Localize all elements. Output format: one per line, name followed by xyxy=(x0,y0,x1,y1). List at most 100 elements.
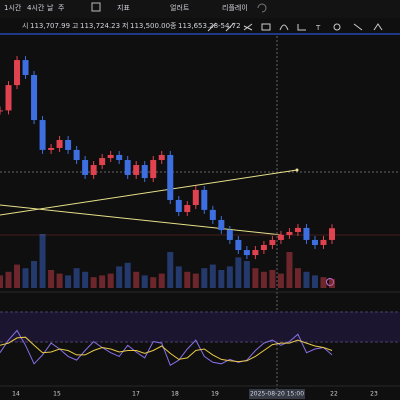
candle-body xyxy=(14,60,21,86)
tool-icon[interactable] xyxy=(373,23,383,31)
volume-bar xyxy=(243,261,250,288)
candle-body xyxy=(133,165,140,175)
candle-body xyxy=(56,140,63,148)
event-icon[interactable] xyxy=(326,278,334,286)
rsi-line xyxy=(0,329,333,367)
candle-body xyxy=(116,154,123,160)
candle-body xyxy=(107,154,114,159)
volume-bar xyxy=(65,275,72,288)
interval[interactable]: 1시간 xyxy=(4,3,22,12)
trend-line[interactable] xyxy=(0,169,298,216)
interval[interactable]: 날 xyxy=(47,3,54,12)
candle-body xyxy=(0,110,3,112)
candle-body xyxy=(73,149,80,160)
candle-body xyxy=(320,239,327,245)
volume-bar xyxy=(192,273,199,288)
tool-icon[interactable] xyxy=(297,24,306,31)
candle-body xyxy=(158,154,165,160)
candle-body xyxy=(269,239,276,245)
x-tick-label: 23 xyxy=(370,391,378,398)
candle-body xyxy=(167,154,174,200)
rsi-line xyxy=(0,336,333,363)
ohlc-value: 113,500.00 xyxy=(130,22,170,30)
rsi-band xyxy=(0,312,400,342)
candle-body xyxy=(277,234,284,240)
ohlc-value: 113,707.99 xyxy=(30,22,70,30)
tool-icon[interactable] xyxy=(279,24,289,31)
drawing-tools: T xyxy=(207,22,383,32)
volume-bar xyxy=(150,277,157,288)
indicators-button[interactable]: 지표 xyxy=(117,3,130,12)
candle-body xyxy=(31,75,38,121)
candle-body xyxy=(260,244,267,251)
volume-bar xyxy=(311,275,318,288)
ohlc-value: 113,724.23 xyxy=(80,22,120,30)
crosshair-label-bg xyxy=(249,389,305,399)
volume-bar xyxy=(0,275,3,288)
volume-bar xyxy=(269,270,276,288)
x-tick-label: 18 xyxy=(171,391,179,398)
candle-body xyxy=(82,160,89,175)
volume-bar xyxy=(201,268,208,288)
undo-icon[interactable] xyxy=(257,3,267,13)
candle-body xyxy=(99,158,106,166)
volume-bar xyxy=(5,271,12,288)
candle-body xyxy=(192,189,199,206)
tool-icon[interactable] xyxy=(333,23,341,31)
tool-icon[interactable] xyxy=(225,22,235,32)
volume-bar xyxy=(116,266,123,288)
candle-body xyxy=(150,160,157,179)
volume-bar xyxy=(90,277,97,288)
candle-body xyxy=(48,147,55,150)
candle-body xyxy=(39,120,46,150)
candle-body xyxy=(209,209,216,220)
interval[interactable]: 주 xyxy=(58,4,65,12)
volume-bar xyxy=(141,275,148,288)
volume-bar xyxy=(56,273,63,288)
candle-body xyxy=(218,219,225,231)
candle-body xyxy=(329,228,335,240)
ohlc-label: 저 xyxy=(122,21,128,30)
volume-bar xyxy=(218,270,225,288)
tool-icon[interactable] xyxy=(207,22,217,32)
trend-line-handle[interactable] xyxy=(295,168,299,172)
volume-bar xyxy=(252,268,259,288)
volume-bar xyxy=(286,252,293,288)
tool-icon[interactable] xyxy=(243,23,253,31)
volume-bar xyxy=(133,271,140,288)
volume-bar xyxy=(99,275,106,288)
tool-icon[interactable] xyxy=(261,23,271,31)
x-tick-label: 2025-08-20 15:00 xyxy=(250,391,304,398)
alerts-button[interactable]: 얼러트 xyxy=(170,3,190,12)
volume-bar xyxy=(73,268,80,288)
volume-bar xyxy=(124,262,131,288)
trend-line[interactable] xyxy=(0,204,283,236)
volume-bar xyxy=(277,273,284,288)
candle-body xyxy=(22,60,29,76)
volume-bar xyxy=(260,271,267,288)
volume-bar xyxy=(235,257,242,288)
candle-body xyxy=(294,227,301,232)
candle-body xyxy=(226,230,233,240)
candle-body xyxy=(303,227,310,240)
volume-bar xyxy=(329,279,335,288)
chart-type-icon[interactable] xyxy=(91,2,101,12)
ohlc-label: 고 xyxy=(72,22,79,30)
volume-bar xyxy=(303,271,310,288)
ohlc-label: 시 xyxy=(22,22,28,30)
ohlc-value: 113,653.28 xyxy=(178,22,218,30)
volume-bar xyxy=(107,273,114,288)
volume-bar xyxy=(320,277,327,288)
candle-body xyxy=(5,85,12,111)
replay-button[interactable]: 리플레이 xyxy=(222,3,248,12)
candle-body xyxy=(252,250,259,256)
candle-body xyxy=(90,165,97,175)
candle-body xyxy=(184,205,191,212)
candle-body xyxy=(286,231,293,235)
tool-icon[interactable] xyxy=(353,23,363,31)
tool-icon[interactable]: T xyxy=(315,24,321,32)
volume-bar xyxy=(22,268,29,288)
ohlc-change: -54.72 xyxy=(218,22,241,30)
interval[interactable]: 4시간 xyxy=(27,3,45,12)
